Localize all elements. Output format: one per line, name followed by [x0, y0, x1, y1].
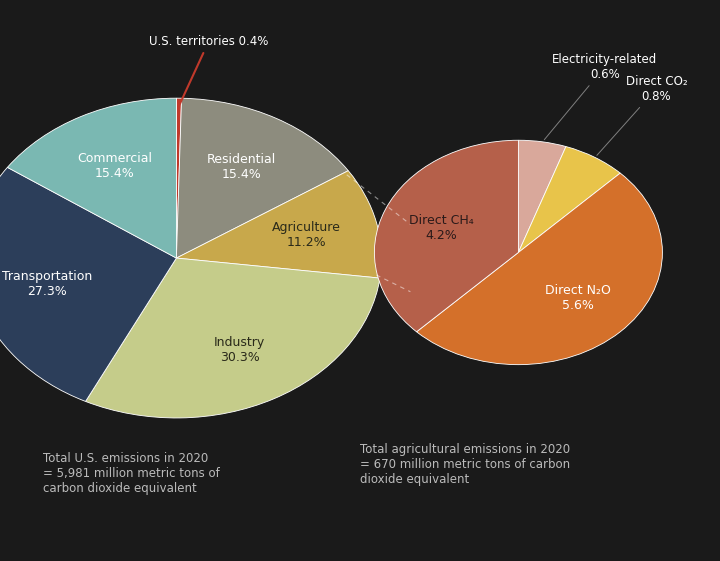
- Text: Agriculture
11.2%: Agriculture 11.2%: [272, 220, 341, 249]
- Text: Industry
30.3%: Industry 30.3%: [214, 335, 265, 364]
- Text: Residential
15.4%: Residential 15.4%: [207, 153, 276, 181]
- Wedge shape: [374, 140, 518, 332]
- Wedge shape: [7, 98, 176, 258]
- Text: U.S. territories 0.4%: U.S. territories 0.4%: [149, 35, 269, 104]
- Wedge shape: [518, 140, 566, 252]
- Text: Direct CO₂
0.8%: Direct CO₂ 0.8%: [597, 75, 688, 155]
- Text: Electricity-related
0.6%: Electricity-related 0.6%: [544, 53, 657, 140]
- Wedge shape: [518, 146, 620, 252]
- Wedge shape: [417, 173, 662, 365]
- Wedge shape: [176, 98, 348, 258]
- Text: Direct N₂O
5.6%: Direct N₂O 5.6%: [544, 284, 611, 312]
- Wedge shape: [176, 171, 382, 278]
- Text: Total agricultural emissions in 2020
= 670 million metric tons of carbon
dioxide: Total agricultural emissions in 2020 = 6…: [360, 443, 570, 486]
- Wedge shape: [0, 167, 176, 402]
- Text: Commercial
15.4%: Commercial 15.4%: [77, 152, 152, 180]
- Text: Direct CH₄
4.2%: Direct CH₄ 4.2%: [409, 214, 474, 242]
- Wedge shape: [176, 98, 181, 258]
- Text: Transportation
27.3%: Transportation 27.3%: [2, 270, 92, 298]
- Wedge shape: [86, 258, 380, 418]
- Text: Total U.S. emissions in 2020
= 5,981 million metric tons of
carbon dioxide equiv: Total U.S. emissions in 2020 = 5,981 mil…: [43, 452, 220, 495]
